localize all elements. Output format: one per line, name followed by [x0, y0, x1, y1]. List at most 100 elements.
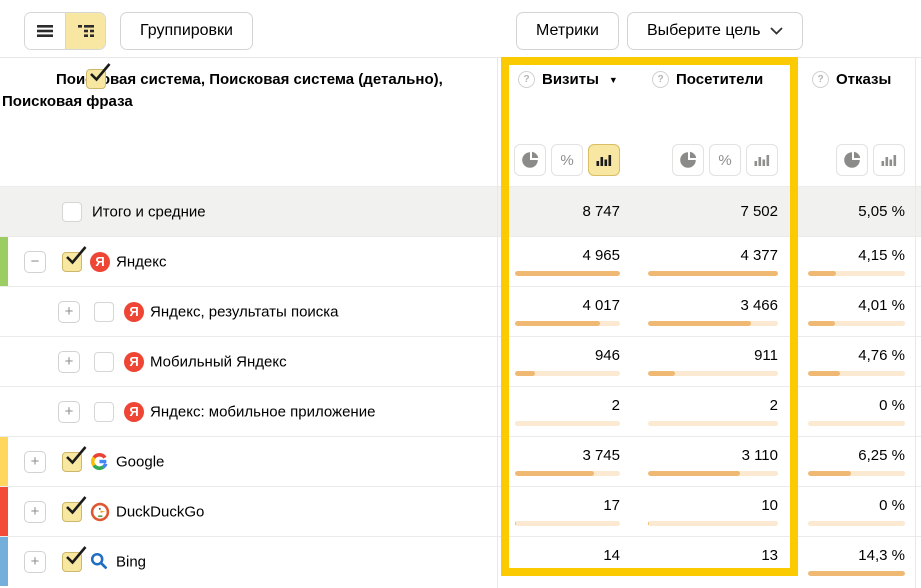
bounce-bar-fill: [808, 371, 840, 376]
bounce-value: 5,05 %: [858, 203, 905, 220]
bounce-cell: 0 %: [798, 487, 921, 536]
row-checkbox[interactable]: [94, 401, 114, 422]
expand-toggle-button[interactable]: +: [58, 300, 80, 323]
select-all-checkbox[interactable]: [86, 63, 111, 89]
tree-view-button[interactable]: [65, 13, 105, 49]
visits-value: 4 965: [582, 247, 620, 264]
visitors-cell: 13: [640, 537, 798, 586]
bounce-bar-fill: [808, 271, 837, 276]
visitors-column-label[interactable]: Посетители: [676, 71, 764, 88]
row-dimension-cell: − Яндекс: [0, 237, 497, 286]
expand-sign: +: [30, 453, 40, 470]
expand-sign: +: [64, 303, 74, 320]
dimensions-title: Поисковая система, Поисковая система (де…: [2, 71, 443, 110]
visitors-bar-fill: [648, 521, 649, 526]
pie-chart-icon: [680, 151, 697, 168]
percent-view-toggle[interactable]: %: [709, 144, 741, 176]
table-row: + Яндекс: мобильное приложение 2 2 0 %: [0, 386, 921, 436]
visits-display-toggles: %: [514, 144, 620, 176]
visitors-value: 3 466: [740, 297, 778, 314]
groupings-button-label: Группировки: [140, 22, 233, 39]
table-header: Поисковая система, Поисковая система (де…: [0, 58, 921, 186]
favicon: [124, 351, 144, 372]
visits-bar: [515, 471, 620, 476]
expand-toggle-button[interactable]: +: [24, 550, 46, 573]
groupings-button[interactable]: Группировки: [120, 12, 253, 50]
row-dimension-cell: + Яндекс, результаты поиска: [0, 287, 497, 336]
bing-search-icon: [90, 552, 107, 569]
visitors-bar: [648, 271, 778, 276]
row-checkbox[interactable]: [62, 201, 82, 222]
row-dimension-cell: + Bing: [0, 537, 497, 586]
visits-bar-fill: [515, 271, 620, 276]
expand-toggle-button[interactable]: +: [24, 500, 46, 523]
favicon: [124, 301, 144, 322]
toolbar: Группировки Метрики Выберите цель: [0, 0, 921, 57]
expand-toggle-button[interactable]: +: [58, 350, 80, 373]
row-label: Мобильный Яндекс: [150, 353, 287, 370]
bars-view-toggle[interactable]: [873, 144, 905, 176]
row-label: Яндекс: мобильное приложение: [150, 403, 376, 420]
expand-toggle-button[interactable]: −: [24, 250, 46, 273]
row-color-stripe: [0, 437, 8, 486]
row-dimension-cell: + Мобильный Яндекс: [0, 337, 497, 386]
visitors-cell: 2: [640, 387, 798, 436]
row-checkbox[interactable]: [94, 301, 114, 322]
expand-toggle-button[interactable]: +: [58, 400, 80, 423]
favicon: [90, 552, 110, 572]
percent-view-toggle[interactable]: %: [551, 144, 583, 176]
visitors-bar-fill: [648, 271, 778, 276]
bounce-cell: 14,3 %: [798, 537, 921, 586]
row-checkbox[interactable]: [94, 351, 114, 372]
row-checkbox[interactable]: [62, 545, 87, 572]
visits-bar-fill: [515, 321, 601, 326]
bar-chart-icon: [754, 155, 770, 166]
bounce-column-label[interactable]: Отказы: [836, 71, 892, 88]
visitors-cell: 7 502: [640, 187, 798, 236]
visitors-value: 7 502: [740, 203, 778, 220]
visits-cell: 17: [497, 487, 640, 536]
visitors-cell: 3 466: [640, 287, 798, 336]
bounce-bar: [808, 321, 905, 326]
checkmark-icon: [66, 445, 87, 464]
checkmark-icon: [66, 545, 87, 564]
visits-cell: 946: [497, 337, 640, 386]
percent-icon: %: [560, 151, 574, 169]
bounce-value: 6,25 %: [858, 447, 905, 464]
pie-view-toggle[interactable]: [514, 144, 546, 176]
row-checkbox[interactable]: [62, 245, 87, 272]
yandex-icon: [90, 251, 110, 272]
sort-descending-icon[interactable]: ▼: [608, 74, 618, 85]
visitors-bar: [648, 321, 778, 326]
help-icon[interactable]: [518, 71, 535, 88]
table-row: + Яндекс, результаты поиска 4 017 3 466 …: [0, 286, 921, 336]
row-label: Итого и средние: [92, 203, 206, 220]
visits-bar-fill: [515, 371, 535, 376]
help-icon[interactable]: [652, 71, 669, 88]
visitors-cell: 10: [640, 487, 798, 536]
bars-view-toggle[interactable]: [746, 144, 778, 176]
expand-toggle-button[interactable]: +: [24, 450, 46, 473]
row-checkbox[interactable]: [62, 495, 87, 522]
google-icon: [90, 452, 108, 470]
duckduckgo-icon: [90, 502, 110, 521]
table-row: + Bing 14 13: [0, 536, 921, 586]
metrics-button[interactable]: Метрики: [516, 12, 619, 50]
row-checkbox[interactable]: [62, 445, 87, 472]
visits-bar: [515, 521, 620, 526]
expand-sign: −: [30, 253, 40, 270]
flat-list-view-button[interactable]: [25, 13, 65, 49]
bounce-value: 0 %: [879, 497, 905, 514]
table-row: + Google 3 745: [0, 436, 921, 486]
visits-cell: 4 965: [497, 237, 640, 286]
bounce-cell: 4,76 %: [798, 337, 921, 386]
visits-column-label[interactable]: Визиты: [542, 71, 599, 88]
pie-view-toggle[interactable]: [672, 144, 704, 176]
visits-cell: 2: [497, 387, 640, 436]
pie-view-toggle[interactable]: [836, 144, 868, 176]
row-color-stripe: [0, 237, 8, 286]
visitors-value: 2: [769, 397, 778, 414]
bars-view-toggle[interactable]: [588, 144, 620, 176]
help-icon[interactable]: [812, 71, 829, 88]
select-goal-dropdown[interactable]: Выберите цель: [627, 12, 804, 50]
